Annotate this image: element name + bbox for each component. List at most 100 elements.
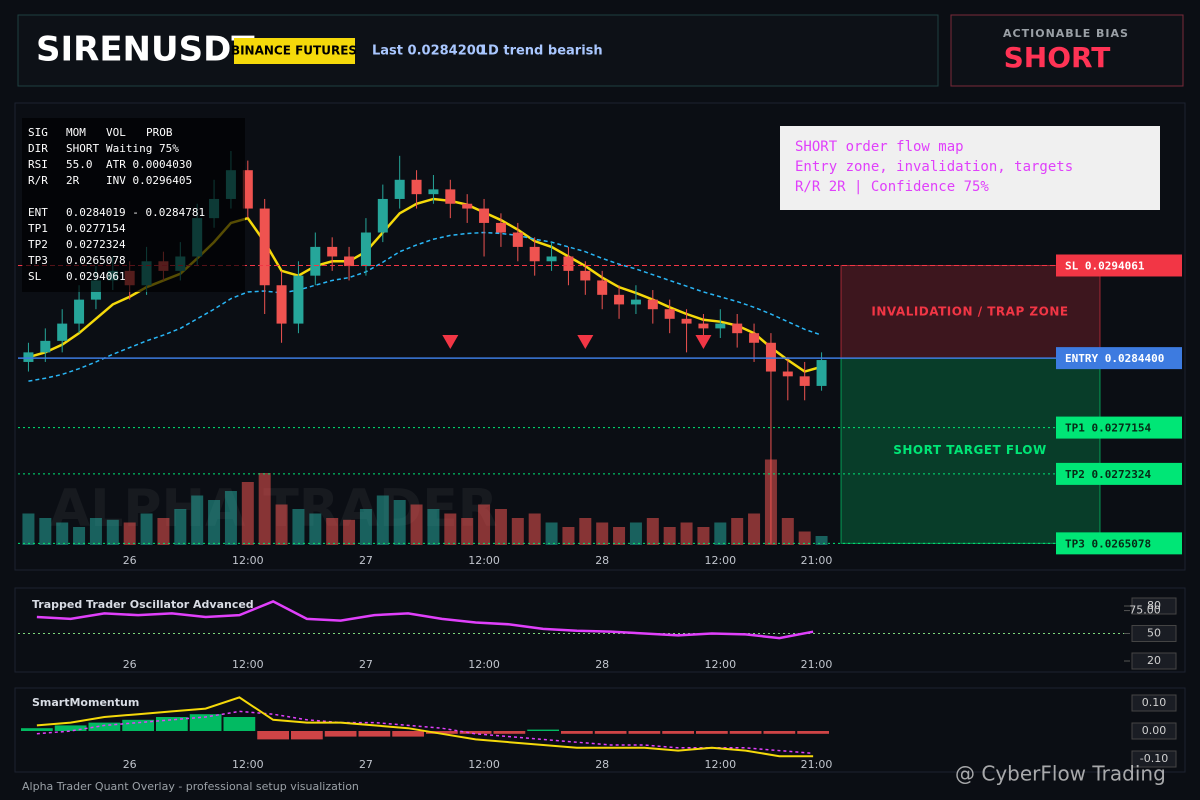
volume-bar xyxy=(39,518,52,545)
candle-body xyxy=(799,376,810,386)
volume-bar xyxy=(528,513,541,545)
x-tick-label: 26 xyxy=(123,658,137,671)
candle-body xyxy=(765,342,776,372)
histogram-bar xyxy=(257,731,289,740)
bias-box xyxy=(950,14,1184,87)
candle-body xyxy=(782,371,793,377)
histogram-bar xyxy=(729,731,762,734)
volume-bar xyxy=(376,495,389,545)
tick-tag xyxy=(1131,694,1177,712)
info-cell: 55.0 xyxy=(66,158,93,171)
volume-bar xyxy=(781,518,794,545)
tick-tag xyxy=(1131,652,1177,670)
candle-body xyxy=(495,222,506,233)
volume-bar xyxy=(393,500,406,545)
volume-bar xyxy=(241,482,254,545)
info-cell: SHORT xyxy=(66,142,99,155)
info-cell: ENT xyxy=(28,206,48,219)
volume-bar xyxy=(680,522,693,545)
x-tick-label: 27 xyxy=(359,554,373,567)
volume-bar xyxy=(191,495,204,545)
bias-value: SHORT xyxy=(1004,41,1111,74)
candle-body xyxy=(479,208,490,223)
volume-bar xyxy=(410,504,423,545)
histogram-bar xyxy=(561,731,593,734)
badge xyxy=(234,38,355,64)
y-tick-label: -0.10 xyxy=(1140,752,1168,765)
histogram-bar xyxy=(291,731,323,740)
info-cell: SIG xyxy=(28,126,48,139)
x-tick-label: 27 xyxy=(359,758,373,771)
info-cell: TP3 xyxy=(28,254,48,267)
volume-bar xyxy=(714,522,727,545)
info-cell: 0.0272324 xyxy=(66,238,126,251)
candle-body xyxy=(715,323,726,329)
histogram-bar xyxy=(696,731,728,734)
oscillator-line xyxy=(36,600,814,640)
volume-bar xyxy=(646,518,659,545)
candle-body xyxy=(647,299,658,310)
candle-body xyxy=(310,246,321,276)
x-tick-label: 12:00 xyxy=(232,758,264,771)
volume-bar xyxy=(478,504,491,545)
histogram-bar xyxy=(797,731,829,734)
candle-body xyxy=(512,232,523,247)
volume-bar xyxy=(359,509,372,545)
x-tick-label: 12:00 xyxy=(468,658,500,671)
info-cell: SL xyxy=(28,270,42,283)
x-tick-label: 12:00 xyxy=(232,554,264,567)
y-tick-label: 20 xyxy=(1147,654,1161,667)
x-tick-label: 12:00 xyxy=(704,554,736,567)
info-cell: TP2 xyxy=(28,238,48,251)
candle-body xyxy=(749,333,760,343)
histogram-bar xyxy=(392,731,424,737)
momentum-line xyxy=(36,710,814,755)
volume-bar xyxy=(596,522,609,545)
y-tick-label: 80 xyxy=(1147,599,1161,612)
volume-bar xyxy=(123,522,136,545)
tick-tag xyxy=(1131,625,1177,642)
panel-title: SmartMomentum xyxy=(32,696,139,709)
candle-body xyxy=(242,170,253,209)
level-tag xyxy=(1056,347,1182,370)
histogram-bar xyxy=(223,717,256,731)
x-tick-label: 27 xyxy=(359,658,373,671)
level-tag xyxy=(1056,462,1182,485)
candle-body xyxy=(394,179,405,199)
volume-bar xyxy=(545,522,558,545)
zone-label: INVALIDATION / TRAP ZONE xyxy=(871,304,1068,318)
level-label: SL 0.0294061 xyxy=(1065,259,1145,272)
y-tick-label: 0.10 xyxy=(1142,696,1167,709)
volume-bar xyxy=(106,519,119,545)
volume-bar xyxy=(343,519,356,545)
signal-marker xyxy=(442,335,459,349)
candle-body xyxy=(664,309,675,319)
level-label: TP3 0.0265078 xyxy=(1065,537,1151,550)
x-tick-label: 12:00 xyxy=(468,758,500,771)
candle-body xyxy=(57,323,68,341)
volume-bar xyxy=(208,500,221,545)
x-tick-label: 28 xyxy=(595,554,609,567)
candle-body xyxy=(23,352,34,362)
candle-body xyxy=(40,340,51,353)
candle-body xyxy=(546,256,557,262)
x-tick-label: 21:00 xyxy=(801,758,833,771)
signal-marker xyxy=(577,335,594,349)
volume-bar xyxy=(815,536,828,545)
header-box xyxy=(17,14,939,87)
info-cell: Waiting 75% xyxy=(106,142,179,155)
y-tick-label: 50 xyxy=(1147,627,1161,640)
info-cell: DIR xyxy=(28,142,48,155)
x-tick-label: 26 xyxy=(123,554,137,567)
histogram-bar xyxy=(122,719,154,731)
histogram-bar xyxy=(493,731,526,734)
histogram-bar xyxy=(189,714,222,731)
candle-body xyxy=(411,179,422,195)
candle-body xyxy=(529,246,540,262)
histogram-bar xyxy=(54,725,87,731)
volume-bar xyxy=(89,518,102,545)
candle-body xyxy=(360,232,371,267)
volume-bar xyxy=(562,527,575,545)
histogram-bar xyxy=(628,731,661,734)
volume-bar xyxy=(798,531,811,545)
